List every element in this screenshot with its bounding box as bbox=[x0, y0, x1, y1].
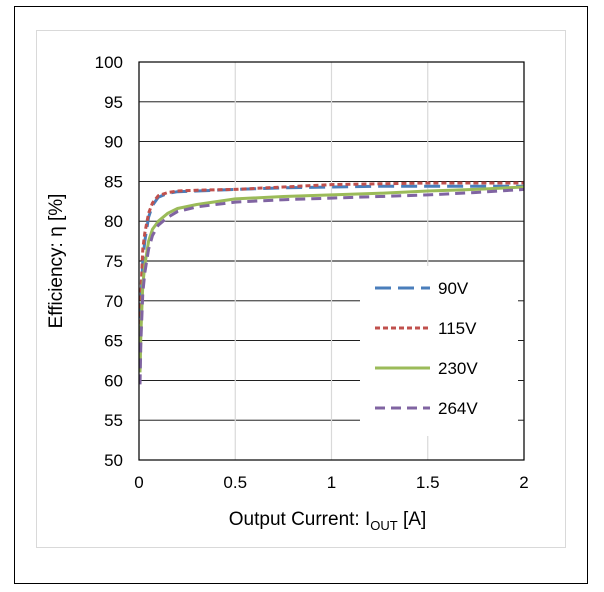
y-tick-label: 95 bbox=[104, 93, 123, 112]
legend: 90V 115V 230V 264V bbox=[360, 266, 518, 436]
y-tick-label: 70 bbox=[104, 292, 123, 311]
x-tick-labels: 0 0.5 1 1.5 2 bbox=[134, 473, 528, 492]
legend-label: 230V bbox=[438, 359, 478, 378]
x-tick-label: 0 bbox=[134, 473, 143, 492]
x-tick-label: 2 bbox=[519, 473, 528, 492]
x-tick-label: 1.5 bbox=[416, 473, 440, 492]
y-tick-label: 75 bbox=[104, 252, 123, 271]
x-axis-title-subscript: OUT bbox=[370, 518, 398, 533]
series-line-264V bbox=[138, 187, 525, 385]
x-axis-title-unit: [A] bbox=[398, 509, 427, 530]
legend-label: 264V bbox=[438, 399, 478, 418]
y-tick-label: 90 bbox=[104, 133, 123, 152]
legend-label: 115V bbox=[438, 319, 477, 338]
x-axis-title-main: Output Current: I bbox=[229, 509, 371, 530]
y-tick-label: 50 bbox=[104, 451, 123, 470]
series-line-115V bbox=[138, 181, 524, 357]
y-tick-label: 55 bbox=[104, 411, 123, 430]
y-tick-label: 100 bbox=[95, 53, 123, 72]
x-axis-title: Output Current: IOUT [A] bbox=[229, 509, 426, 533]
x-tick-label: 0.5 bbox=[223, 473, 247, 492]
plot-area-border bbox=[138, 61, 525, 461]
y-axis-title: Efficiency: η [%] bbox=[46, 194, 67, 329]
y-tick-label: 80 bbox=[104, 212, 123, 231]
x-tick-label: 1 bbox=[327, 473, 336, 492]
y-tick-label: 60 bbox=[104, 371, 123, 390]
series-lines bbox=[138, 181, 525, 385]
y-tick-labels: 50 55 60 65 70 75 80 85 90 95 100 bbox=[95, 53, 123, 470]
y-tick-label: 65 bbox=[104, 332, 123, 351]
legend-label: 90V bbox=[438, 279, 469, 298]
y-tick-label: 85 bbox=[104, 172, 123, 191]
legend-background bbox=[360, 266, 518, 436]
